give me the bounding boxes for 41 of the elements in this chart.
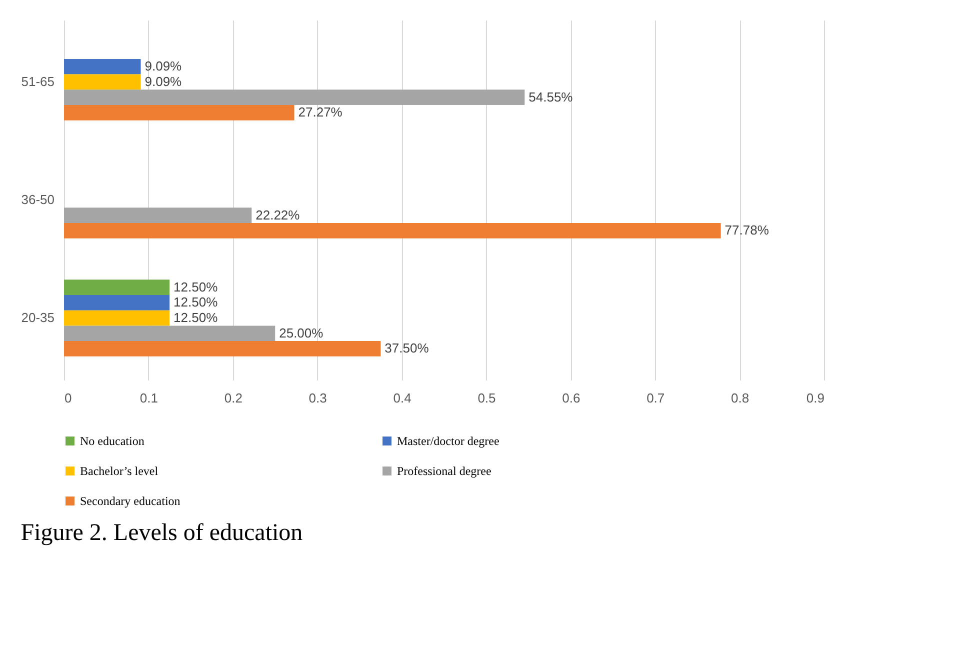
y-tick-label: 20-35 xyxy=(21,310,54,326)
x-tick-label: 0.2 xyxy=(224,390,242,406)
x-tick-label: 0.4 xyxy=(393,390,412,406)
bar xyxy=(64,90,525,105)
x-tick-label: 0.1 xyxy=(140,390,158,406)
legend-label: No education xyxy=(80,434,144,448)
x-tick-label: 0.6 xyxy=(562,390,580,406)
data-label: 54.55% xyxy=(528,89,574,104)
data-label: 9.09% xyxy=(144,58,182,74)
data-label: 12.50% xyxy=(174,294,218,310)
x-tick-label: 0.9 xyxy=(806,390,824,406)
legend-label: Secondary education xyxy=(80,494,180,508)
bar xyxy=(64,280,170,296)
x-tick-label: 0 xyxy=(64,390,72,406)
bar xyxy=(64,58,141,74)
bar xyxy=(64,223,721,238)
x-tick-label: 0.7 xyxy=(646,390,665,406)
data-label: 22.22% xyxy=(256,207,300,222)
data-label: 9.09% xyxy=(144,74,182,89)
x-tick-label: 0.5 xyxy=(478,390,496,406)
data-label: 12.50% xyxy=(174,310,218,326)
data-label: 27.27% xyxy=(298,104,343,120)
data-label: 12.50% xyxy=(174,279,218,294)
bar xyxy=(64,341,381,356)
bar xyxy=(64,295,170,310)
data-label: 37.50% xyxy=(384,340,430,356)
legend-label: Master/doctor degree xyxy=(397,434,500,448)
bar xyxy=(64,104,294,120)
y-tick-label: 36-50 xyxy=(21,192,54,207)
data-label: 77.78% xyxy=(724,222,770,238)
x-tick-label: 0.3 xyxy=(308,390,327,406)
x-tick-label: 0.8 xyxy=(731,390,750,406)
legend-label: Professional degree xyxy=(397,464,492,478)
data-label: 25.00% xyxy=(279,325,324,340)
legend-label: Bachelor’s level xyxy=(80,464,159,478)
text: Figure 2. Levels of education xyxy=(20,520,303,546)
y-tick-label: 51-65 xyxy=(21,74,54,89)
bar xyxy=(64,310,170,326)
bar xyxy=(64,326,276,342)
bar xyxy=(64,74,141,90)
bar xyxy=(64,208,252,224)
